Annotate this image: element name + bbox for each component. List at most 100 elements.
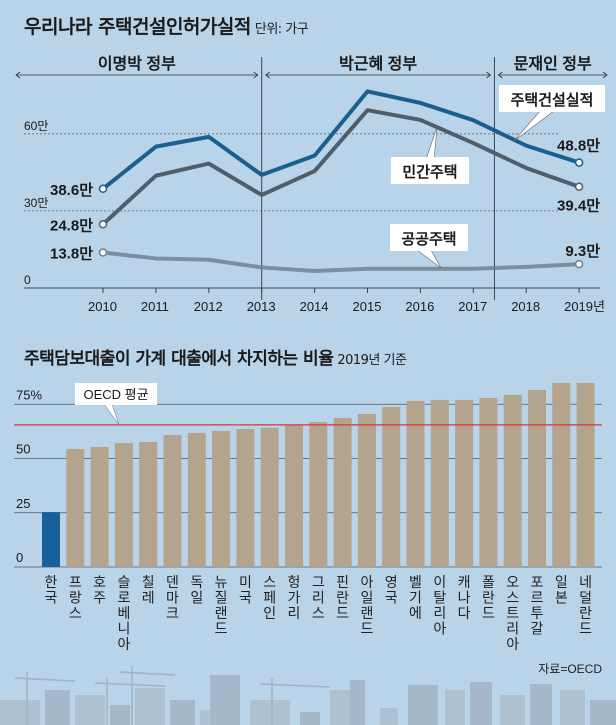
end-value-label: 9.3만 xyxy=(565,243,600,260)
bar-category-label: 주 xyxy=(93,590,106,606)
bar-chart-title: 주택담보대출이 가계 대출에서 차지하는 비율 2019년 기준 xyxy=(24,344,407,369)
period-label: 이명박 정부 xyxy=(98,54,176,73)
bar-category-label: 핀 xyxy=(336,574,349,590)
bar-category-label: 본 xyxy=(555,590,568,606)
bar-슬로베니아 xyxy=(114,443,133,567)
crane-arm xyxy=(259,683,331,688)
series-end-point xyxy=(98,248,108,257)
building xyxy=(380,708,398,725)
bar-그리스 xyxy=(309,422,328,567)
bar-category-label: 폴 xyxy=(482,574,495,590)
period-arrow-left xyxy=(497,71,503,79)
line-chart-title: 우리나라 주택건설인허가실적 단위: 가구 xyxy=(24,12,309,39)
bar-category-label: 일 xyxy=(190,590,203,606)
crane-arm xyxy=(94,682,166,687)
x-tick-label: 2017 xyxy=(458,299,487,314)
building xyxy=(350,680,365,725)
building xyxy=(75,695,105,725)
bar-category-label: 다 xyxy=(458,605,471,621)
bar-오스트리아 xyxy=(503,394,522,567)
bar-category-label: 질 xyxy=(215,590,228,606)
bar-캐나다 xyxy=(455,399,474,567)
bar-category-label: 드 xyxy=(482,605,495,621)
bar-y-tick-label: 50 xyxy=(16,442,30,457)
series-end-point xyxy=(574,158,584,167)
start-value-label: 38.6만 xyxy=(50,182,93,199)
bar-y-tick-label: 0 xyxy=(16,550,23,565)
x-tick-label: 2016 xyxy=(405,299,434,314)
oecd-callout-pointer xyxy=(103,403,120,426)
bar-chart-subtitle: 2019년 기준 xyxy=(337,353,407,368)
series-line-주택건설실적 xyxy=(101,89,580,191)
x-tick-label: 2014 xyxy=(300,299,329,314)
callout-private-text: 민간주택 xyxy=(402,163,457,181)
x-tick-label: 2011 xyxy=(141,299,169,314)
building xyxy=(408,685,438,725)
bar-category-label: 국 xyxy=(385,590,398,606)
callout-public-pointer xyxy=(416,249,442,269)
bar-category-label: 영 xyxy=(385,574,398,590)
bar-한국 xyxy=(42,512,60,567)
bar-칠레 xyxy=(139,442,158,567)
bar-category-label: 드 xyxy=(360,621,373,637)
bar-일본 xyxy=(552,382,571,567)
bar-category-label: 탈 xyxy=(433,590,446,606)
y-tick-label: 30만 xyxy=(24,196,48,210)
series-end-point xyxy=(98,184,108,194)
bar-category-label: 르 xyxy=(531,590,544,606)
building xyxy=(470,682,492,725)
callout-public-box xyxy=(390,224,468,251)
line-chart-unit: 단위: 가구 xyxy=(254,22,309,37)
bar-category-label: 크 xyxy=(166,605,179,621)
bar-category-label: 니 xyxy=(117,621,130,637)
bar-category-label: 레 xyxy=(142,590,155,606)
bar-category-label: 드 xyxy=(215,621,228,637)
end-value-label: 39.4만 xyxy=(557,198,600,215)
bar-category-label: 슬 xyxy=(117,574,130,590)
bar-category-label: 스 xyxy=(312,605,325,621)
x-tick-label: 2018 xyxy=(511,299,540,314)
x-tick-label: 2019년 xyxy=(564,299,605,314)
bar-category-label: 나 xyxy=(458,590,471,606)
x-tick-label: 2012 xyxy=(194,299,223,314)
bar-category-label: 독 xyxy=(190,574,203,590)
period-arrow-right xyxy=(602,71,608,79)
bar-category-label: 프 xyxy=(69,574,82,590)
bar-category-label: 캐 xyxy=(458,574,471,590)
period-arrow-right xyxy=(486,71,492,79)
bar-category-label: 랑 xyxy=(69,590,82,606)
building xyxy=(250,700,290,725)
y-tick-label: 0 xyxy=(24,273,31,287)
bar-category-label: 란 xyxy=(482,590,495,606)
bar-이탈리아 xyxy=(430,399,449,567)
bar-스페인 xyxy=(260,427,279,567)
oecd-callout-text: OECD 평균 xyxy=(83,387,148,402)
period-arrow-left xyxy=(265,71,270,79)
bar-덴마크 xyxy=(163,435,182,567)
building xyxy=(300,712,320,725)
bar-category-label: 마 xyxy=(166,590,179,606)
bar-미국 xyxy=(236,428,255,567)
bar-category-label: 포 xyxy=(531,574,544,590)
bar-category-label: 아 xyxy=(360,574,373,590)
bar-category-label: 덜 xyxy=(579,590,592,606)
callout-total-box xyxy=(499,85,605,112)
bar-category-label: 리 xyxy=(506,621,519,637)
bar-y-tick-label: 75% xyxy=(16,387,42,402)
bar-category-label: 리 xyxy=(433,605,446,621)
period-label: 박근혜 정부 xyxy=(339,54,417,73)
callout-private-box xyxy=(391,157,469,184)
bar-category-label: 랜 xyxy=(360,605,373,621)
bar-category-label: 칠 xyxy=(142,574,155,590)
bar-category-label: 아 xyxy=(506,636,519,652)
building xyxy=(210,675,240,725)
bar-category-label: 스 xyxy=(263,574,276,590)
bar-category-label: 랜 xyxy=(215,605,228,621)
x-tick-label: 2015 xyxy=(353,299,382,314)
building xyxy=(0,700,40,725)
bar-category-label: 기 xyxy=(409,590,422,606)
building xyxy=(560,690,585,725)
bar-아일랜드 xyxy=(357,414,376,567)
bar-핀란드 xyxy=(333,417,352,567)
